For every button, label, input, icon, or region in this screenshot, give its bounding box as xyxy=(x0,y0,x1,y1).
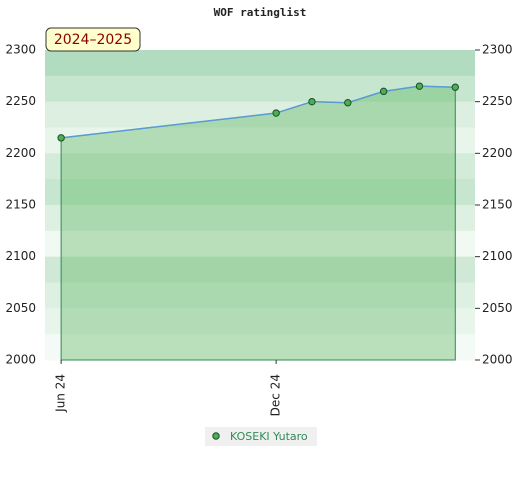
marker xyxy=(379,87,388,96)
y-tick-label: 2150 xyxy=(5,198,36,212)
x-tick-label: Jun 24 xyxy=(54,374,68,413)
background-band xyxy=(45,179,475,206)
y-tick-label: 2100 xyxy=(5,249,36,263)
background-band xyxy=(45,153,475,180)
y2-tick-label: 2250 xyxy=(482,94,513,108)
legend-label: KOSEKI Yutaro xyxy=(230,430,308,443)
background-band xyxy=(45,256,475,283)
background-band xyxy=(45,50,475,77)
marker xyxy=(344,99,352,107)
marker xyxy=(415,82,424,90)
y2-tick-label: 2200 xyxy=(482,146,513,160)
y-tick-label: 2050 xyxy=(5,301,36,315)
y-tick-label: 2000 xyxy=(5,353,36,367)
background-band xyxy=(45,308,475,335)
background-band xyxy=(45,334,475,361)
badge-box xyxy=(45,27,141,52)
y-tick-label: 2300 xyxy=(5,43,36,57)
chart-title: WOF ratinglist xyxy=(214,6,307,19)
y-tick-label: 2250 xyxy=(5,94,36,108)
y2-tick-label: 2000 xyxy=(482,353,513,367)
marker xyxy=(272,109,280,117)
badge: 2024–2025 xyxy=(54,32,132,48)
y2-tick-label: 2100 xyxy=(482,249,513,263)
background-band xyxy=(45,282,475,309)
y2-tick-label: 2300 xyxy=(482,43,513,57)
legend-marker xyxy=(212,432,220,440)
marker xyxy=(308,97,316,106)
y-tick-label: 2200 xyxy=(5,146,36,160)
y2-tick-label: 2050 xyxy=(482,301,513,315)
y2-tick-label: 2150 xyxy=(482,198,513,212)
background-band xyxy=(45,205,475,232)
marker xyxy=(57,134,65,142)
x-tick-label: Dec 24 xyxy=(269,374,283,416)
legend-box xyxy=(205,427,317,446)
marker xyxy=(451,83,459,91)
plot-area xyxy=(45,50,475,361)
background-band xyxy=(45,230,475,258)
